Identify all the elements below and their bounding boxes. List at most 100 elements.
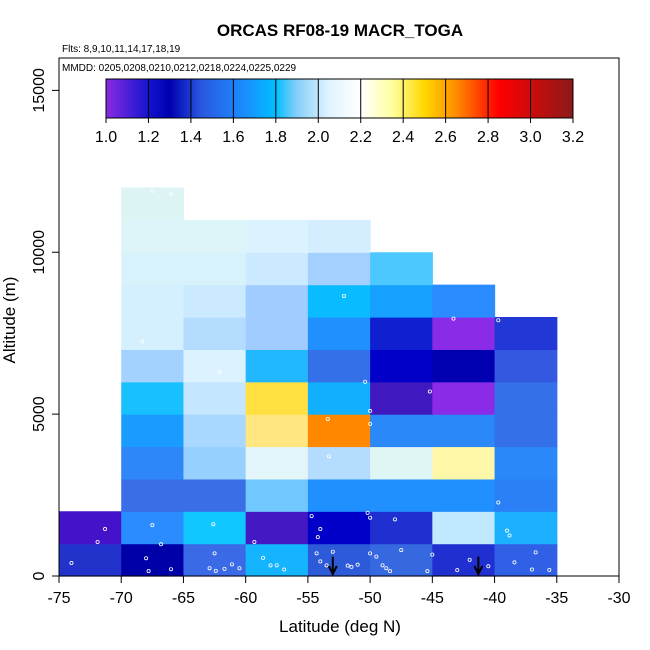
sample-point	[486, 564, 491, 569]
heatmap-cell	[494, 349, 558, 383]
sample-point	[365, 510, 370, 515]
heatmap-cell	[307, 219, 371, 253]
heatmap-cell	[121, 543, 185, 577]
heatmap-cell	[183, 252, 247, 286]
sample-point	[430, 552, 435, 557]
sample-point	[380, 563, 385, 568]
x-tick-label: -75	[47, 590, 70, 607]
heatmap-cell	[245, 414, 309, 448]
x-tick-label: -60	[234, 590, 257, 607]
sample-point	[496, 318, 501, 323]
heatmap-cell	[183, 478, 247, 512]
heatmap-cell	[370, 381, 433, 415]
colorbar-tick-label: 2.4	[392, 129, 414, 146]
arrow-head	[473, 565, 484, 577]
sample-point	[368, 421, 373, 426]
heatmap-cell	[183, 446, 247, 480]
sample-point	[217, 370, 222, 375]
colorbar-tick-label: 2.6	[435, 129, 457, 146]
sample-point	[496, 500, 501, 505]
heatmap-cell	[183, 511, 247, 545]
sample-point	[363, 379, 368, 384]
sample-point	[355, 562, 360, 567]
heatmap-cell	[59, 511, 122, 545]
sample-point	[150, 188, 155, 193]
heatmap-cell	[370, 317, 433, 350]
heatmap-cell	[432, 349, 496, 383]
heatmap-cell	[307, 284, 371, 318]
heatmap-cell	[245, 511, 309, 545]
sample-point	[168, 567, 173, 572]
flights-note: Flts: 8,9,10,11,14,17,18,19	[62, 44, 181, 55]
heatmap-cell	[245, 349, 309, 383]
heatmap-cell	[245, 478, 309, 512]
sample-point	[455, 568, 460, 573]
heatmap-cell	[121, 381, 185, 415]
sample-point	[529, 567, 534, 572]
heatmap-cell	[121, 187, 185, 221]
x-tick-label: -35	[545, 590, 568, 607]
heatmap-cell	[121, 414, 185, 448]
heatmap-cell	[307, 446, 371, 480]
heatmap-cell	[307, 478, 371, 512]
heatmap-cell	[183, 219, 247, 253]
sample-point	[69, 561, 74, 566]
colorbar-tick-label: 3.0	[519, 129, 541, 146]
sample-point	[146, 569, 151, 574]
heatmap-cell	[121, 219, 185, 253]
heatmap-cell	[307, 349, 371, 383]
heatmap-cell	[121, 446, 185, 480]
colorbar-tick-label: 2.0	[307, 129, 329, 146]
heatmap-cell	[370, 349, 433, 383]
sample-point	[451, 316, 456, 321]
sample-point	[140, 339, 145, 344]
heatmap-cell	[432, 414, 496, 448]
sample-point	[330, 549, 335, 554]
heatmap-cell	[245, 317, 309, 350]
sample-point	[229, 562, 234, 567]
x-tick-label: -45	[421, 590, 444, 607]
sample-point	[349, 564, 354, 569]
sample-point	[103, 527, 108, 532]
sample-point	[261, 555, 266, 560]
sample-point	[341, 293, 346, 298]
axes: -75 -70 -65 -60 -55 -50 -45 -40 -35 -30 0 5000 10000…	[31, 57, 631, 607]
sample-point	[212, 551, 217, 556]
sample-point	[325, 416, 330, 421]
heatmap-cell	[370, 478, 433, 512]
sample-point	[368, 551, 373, 556]
x-tick-label: -30	[607, 590, 630, 607]
heatmap-cell	[494, 317, 558, 350]
heatmap-cell	[432, 284, 496, 318]
heatmap-cell	[432, 317, 496, 350]
heatmap-cell	[370, 543, 433, 577]
heatmap-cell	[307, 317, 371, 350]
y-tick-label: 5000	[31, 396, 48, 432]
heatmap-cell	[121, 478, 185, 512]
sample-point	[384, 566, 389, 571]
arrow-head	[327, 565, 338, 577]
colorbar-tick-label: 1.6	[222, 129, 244, 146]
heatmap-cell	[245, 381, 309, 415]
colorbar-gradient	[105, 78, 574, 119]
heatmap-cell	[307, 543, 371, 577]
sample-point	[268, 563, 273, 568]
colorbar-tick-label: 1.2	[137, 129, 159, 146]
heatmap-cell	[121, 349, 185, 383]
sample-point	[318, 527, 323, 532]
y-tick-label: 15000	[31, 68, 48, 113]
sample-point	[374, 554, 379, 559]
colorbar-tick-label: 1.0	[95, 129, 117, 146]
sample-point	[533, 550, 538, 555]
x-axis-label: Latitude (deg N)	[279, 617, 401, 636]
sample-point	[95, 540, 100, 545]
colorbar-tick-label: 1.4	[180, 129, 202, 146]
sample-point	[315, 535, 320, 540]
sample-point	[425, 569, 430, 574]
heatmap-cell	[370, 252, 433, 286]
x-tick-label: -70	[110, 590, 133, 607]
sample-point	[512, 560, 517, 565]
sample-point	[392, 517, 397, 522]
sample-point	[144, 556, 149, 561]
sample-point	[368, 408, 373, 413]
